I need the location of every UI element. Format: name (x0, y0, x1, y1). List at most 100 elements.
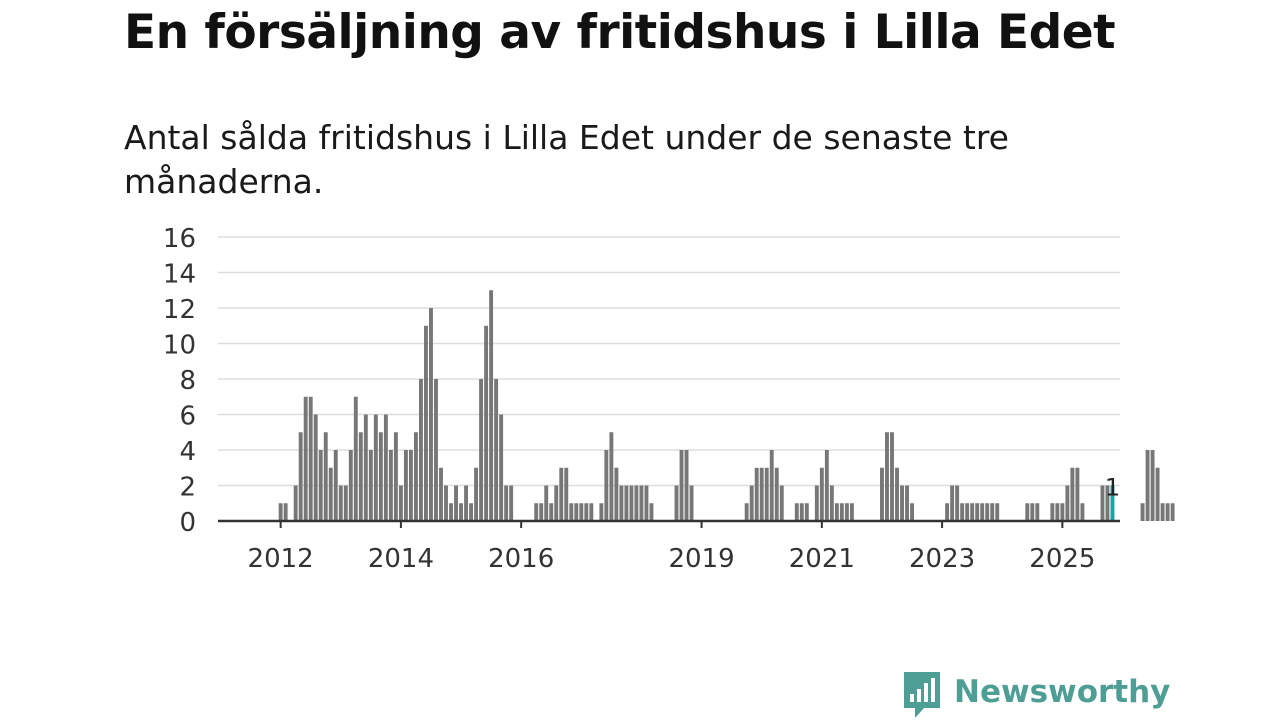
bar (1145, 450, 1150, 521)
bar (985, 503, 990, 521)
bar (388, 450, 393, 521)
bar (995, 503, 1000, 521)
bar (749, 485, 754, 521)
bar (549, 503, 554, 521)
chart-subtitle: Antal sålda fritidshus i Lilla Edet unde… (124, 118, 1009, 201)
grid-lines (218, 236, 1120, 487)
bar (278, 503, 283, 521)
x-tick-label: 2025 (1029, 544, 1095, 574)
bar (744, 503, 749, 521)
bar (534, 503, 539, 521)
bar (464, 485, 469, 521)
bar (1065, 485, 1070, 521)
bar (689, 485, 694, 521)
bar (403, 450, 408, 521)
bar (313, 414, 318, 521)
bar (624, 485, 629, 521)
bar (459, 503, 463, 521)
bar (955, 485, 960, 521)
x-tick-label: 2019 (668, 544, 734, 574)
bar (844, 503, 849, 521)
bar (589, 503, 594, 521)
x-tick-label: 2012 (248, 544, 314, 574)
bar (900, 485, 904, 521)
bar (398, 485, 403, 521)
bar (1080, 503, 1085, 521)
y-tick-label: 6 (179, 402, 196, 432)
bar (910, 503, 914, 521)
bar (674, 485, 679, 521)
bar (890, 432, 894, 521)
bar (368, 450, 373, 521)
bars (278, 290, 1175, 521)
bar (494, 379, 499, 521)
bar (980, 503, 985, 521)
bar (424, 325, 428, 521)
bar (358, 432, 363, 521)
bar (609, 432, 614, 521)
bar (965, 503, 970, 521)
y-tick-label: 14 (163, 260, 196, 290)
bar (363, 414, 368, 521)
bar (333, 450, 338, 521)
y-tick-label: 12 (163, 295, 196, 325)
bar (408, 450, 413, 521)
bar (990, 503, 995, 521)
y-tick-label: 0 (179, 508, 196, 538)
chart-title: En försäljning av fritidshus i Lilla Ede… (124, 5, 1116, 60)
bar (298, 432, 303, 521)
y-tick-label: 10 (163, 331, 196, 361)
bar (1035, 503, 1040, 521)
bar (348, 450, 353, 521)
bar (283, 503, 288, 521)
bar (970, 503, 975, 521)
bar (323, 432, 328, 521)
bar (1155, 467, 1160, 521)
bar (1030, 503, 1035, 521)
x-axis-ticks: 2012 2014 2016 2019 2021 2023 2025 (248, 521, 1095, 574)
bar (383, 414, 388, 521)
y-axis-ticks: 0 2 4 6 8 10 12 14 16 (163, 224, 196, 538)
bar (1025, 503, 1030, 521)
bar (373, 414, 378, 521)
bar (1140, 503, 1145, 521)
bar (499, 414, 504, 521)
bar (834, 503, 839, 521)
bar (569, 503, 574, 521)
bar (489, 290, 494, 521)
bar (849, 503, 854, 521)
bar (454, 485, 458, 521)
bar (885, 432, 889, 521)
newsworthy-logo-icon (904, 672, 940, 718)
bar (684, 450, 689, 521)
bar (774, 467, 779, 521)
bar (559, 467, 564, 521)
bar (554, 485, 559, 521)
y-tick-label: 4 (179, 437, 196, 467)
bar (945, 503, 950, 521)
bar (378, 432, 383, 521)
bar (1050, 503, 1055, 521)
bar (449, 503, 453, 521)
bar (574, 503, 579, 521)
bar (839, 503, 844, 521)
x-tick-label: 2014 (368, 544, 434, 574)
bar (1105, 485, 1110, 521)
x-tick-label: 2021 (789, 544, 855, 574)
bar (614, 467, 619, 521)
bar (439, 467, 443, 521)
bar (484, 325, 489, 521)
data-label: 1 (1105, 473, 1120, 501)
bar (1160, 503, 1165, 521)
bar (393, 432, 398, 521)
bar (293, 485, 298, 521)
bar (544, 485, 549, 521)
bar (634, 485, 639, 521)
bar (1170, 503, 1175, 521)
bar (343, 485, 348, 521)
bar (328, 467, 333, 521)
bar (639, 485, 644, 521)
bar (779, 485, 784, 521)
x-tick-label: 2016 (488, 544, 554, 574)
bar (444, 485, 448, 521)
